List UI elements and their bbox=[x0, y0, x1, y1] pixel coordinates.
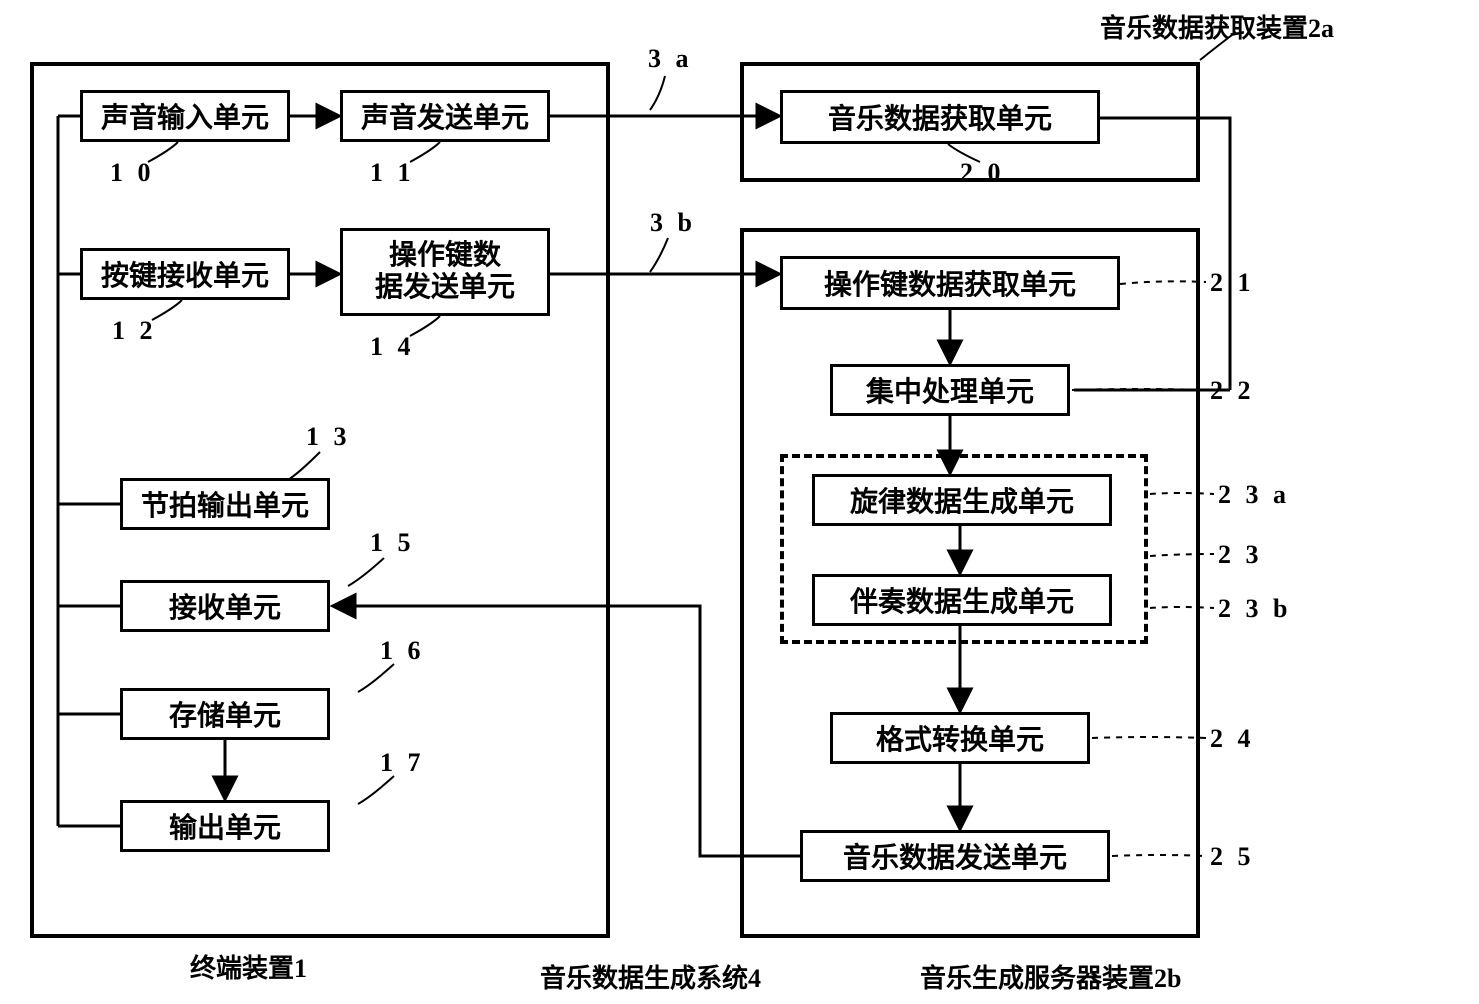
num-11: 1 1 bbox=[370, 158, 415, 188]
box-11: 声音发送单元 bbox=[340, 90, 550, 142]
box-12-text: 按键接收单元 bbox=[101, 254, 269, 294]
num-22: 2 2 bbox=[1210, 376, 1255, 406]
title-2a: 音乐数据获取装置2a bbox=[1100, 8, 1334, 45]
label-3a: 3 a bbox=[648, 44, 693, 74]
num-25: 2 5 bbox=[1210, 842, 1255, 872]
num-17: 1 7 bbox=[380, 748, 425, 778]
box-24: 格式转换单元 bbox=[830, 712, 1090, 764]
box-10: 声音输入单元 bbox=[80, 90, 290, 142]
num-15: 1 5 bbox=[370, 528, 415, 558]
box-23b-text: 伴奏数据生成单元 bbox=[850, 580, 1074, 620]
num-24: 2 4 bbox=[1210, 724, 1255, 754]
box-21-text: 操作键数据获取单元 bbox=[824, 263, 1076, 303]
num-14: 1 4 bbox=[370, 332, 415, 362]
box-12: 按键接收单元 bbox=[80, 248, 290, 300]
box-14-line2: 据发送单元 bbox=[375, 272, 515, 304]
box-25-text: 音乐数据发送单元 bbox=[843, 836, 1067, 876]
num-23a: 2 3 a bbox=[1218, 480, 1290, 510]
label-terminal: 终端装置1 bbox=[190, 948, 307, 985]
box-20-text: 音乐数据获取单元 bbox=[828, 97, 1052, 137]
label-2b: 音乐生成服务器装置2b bbox=[920, 958, 1181, 995]
num-12: 1 2 bbox=[112, 316, 157, 346]
box-21: 操作键数据获取单元 bbox=[780, 256, 1120, 310]
box-10-text: 声音输入单元 bbox=[101, 96, 269, 136]
box-25: 音乐数据发送单元 bbox=[800, 830, 1110, 882]
box-17-text: 输出单元 bbox=[169, 806, 281, 846]
box-14: 操作键数 据发送单元 bbox=[340, 228, 550, 316]
label-system4: 音乐数据生成系统4 bbox=[540, 958, 761, 995]
num-23b: 2 3 b bbox=[1218, 594, 1291, 624]
box-15-text: 接收单元 bbox=[169, 586, 281, 626]
box-17: 输出单元 bbox=[120, 800, 330, 852]
box-16: 存储单元 bbox=[120, 688, 330, 740]
num-20: 2 0 bbox=[960, 158, 1005, 188]
box-14-line1: 操作键数 bbox=[389, 240, 501, 272]
num-21: 2 1 bbox=[1210, 268, 1255, 298]
box-23a: 旋律数据生成单元 bbox=[812, 474, 1112, 526]
label-3b: 3 b bbox=[650, 208, 696, 238]
box-23a-text: 旋律数据生成单元 bbox=[850, 480, 1074, 520]
num-23: 2 3 bbox=[1218, 540, 1263, 570]
box-22-text: 集中处理单元 bbox=[866, 370, 1034, 410]
box-20: 音乐数据获取单元 bbox=[780, 90, 1100, 144]
box-15: 接收单元 bbox=[120, 580, 330, 632]
num-13: 1 3 bbox=[306, 422, 351, 452]
diagram-canvas: 音乐数据获取装置2a 终端装置1 音乐数据生成系统4 音乐生成服务器装置2b 声… bbox=[0, 0, 1479, 1004]
box-16-text: 存储单元 bbox=[169, 694, 281, 734]
box-24-text: 格式转换单元 bbox=[876, 718, 1044, 758]
box-11-text: 声音发送单元 bbox=[361, 96, 529, 136]
box-22: 集中处理单元 bbox=[830, 364, 1070, 416]
num-10: 1 0 bbox=[110, 158, 155, 188]
box-23b: 伴奏数据生成单元 bbox=[812, 574, 1112, 626]
box-13-text: 节拍输出单元 bbox=[141, 484, 309, 524]
box-13: 节拍输出单元 bbox=[120, 478, 330, 530]
num-16: 1 6 bbox=[380, 636, 425, 666]
